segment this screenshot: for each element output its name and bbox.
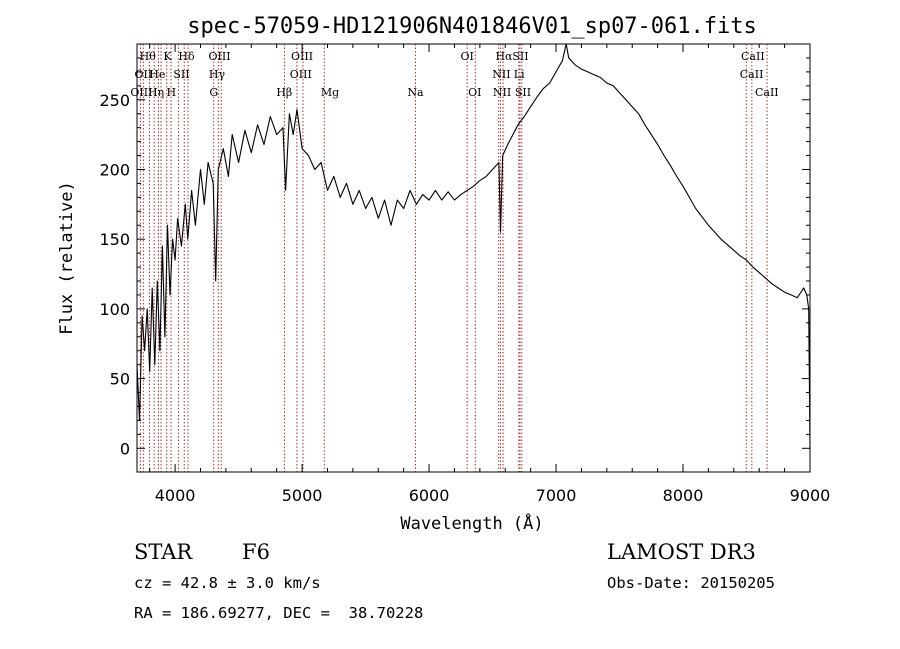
line-label-0-3: OIII [209, 50, 231, 63]
line-label-0-5: OI [460, 50, 473, 63]
line-label-1-5: NII [492, 68, 510, 81]
spectrum-series [136, 43, 811, 449]
spectrum-line [136, 43, 811, 449]
line-label-1-6: Li [514, 68, 525, 81]
coordinates: RA = 186.69277, DEC = 38.70228 [134, 604, 424, 622]
line-label-0-0: Hθ [140, 50, 157, 63]
line-label-1-1: He [149, 68, 165, 81]
line-label-0-1: K [163, 50, 172, 63]
line-label-2-7: OI [468, 86, 481, 99]
redshift-readout: cz = 42.8 ± 3.0 km/s [134, 574, 321, 592]
x-tick-label-9000: 9000 [790, 486, 831, 505]
chart-title: spec-57059-HD121906N401846V01_sp07-061.f… [187, 14, 757, 39]
y-tick-label-100: 100 [99, 300, 130, 319]
x-tick-label-5000: 5000 [282, 486, 323, 505]
x-tick-label-4000: 4000 [155, 486, 196, 505]
line-label-1-0: OII [134, 68, 152, 81]
y-tick-label-0: 0 [120, 439, 130, 458]
line-label-2-9: SII [515, 86, 531, 99]
line-label-0-4: OIII [291, 50, 313, 63]
line-label-1-4: OIII [290, 68, 312, 81]
x-tick-label-7000: 7000 [536, 486, 577, 505]
line-label-2-1: Hη [148, 86, 164, 99]
x-tick-label-6000: 6000 [409, 486, 450, 505]
line-label-2-3: G [209, 86, 218, 99]
line-label-0-8: CaII [741, 50, 765, 63]
line-label-0-2: Hδ [178, 50, 195, 63]
line-label-2-0: OIII [130, 86, 152, 99]
line-label-2-2: H [166, 86, 176, 99]
line-label-2-6: Na [407, 86, 424, 99]
line-label-2-10: CaII [755, 86, 779, 99]
line-label-1-3: Hγ [209, 68, 226, 81]
obs-date: Obs-Date: 20150205 [607, 574, 775, 592]
y-tick-label-50: 50 [110, 370, 130, 389]
line-label-2-4: Hβ [276, 86, 292, 99]
axis-ticks [137, 44, 811, 472]
y-axis-label: Flux (relative) [57, 181, 77, 335]
line-label-2-5: Mg [321, 86, 339, 99]
x-tick-label-8000: 8000 [663, 486, 704, 505]
line-markers [139, 44, 768, 472]
plot-frame [136, 43, 811, 473]
survey-name: LAMOST DR3 [607, 540, 756, 564]
y-tick-label-200: 200 [99, 160, 130, 179]
y-tick-label-250: 250 [99, 91, 130, 110]
tick-labels: 4000 5000 6000 7000 8000 9000 0 50 100 150 200 250 [99, 91, 830, 505]
x-axis-label: Wavelength (Å) [400, 512, 543, 534]
object-type: STAR [134, 540, 193, 564]
line-label-2-8: NII [493, 86, 511, 99]
line-label-1-2: SII [173, 68, 189, 81]
y-tick-label-150: 150 [99, 230, 130, 249]
line-label-0-7: SII [512, 50, 528, 63]
line-label-1-7: CaII [740, 68, 764, 81]
spectral-subclass: F6 [242, 540, 270, 564]
line-label-0-6: Hα [495, 50, 513, 63]
